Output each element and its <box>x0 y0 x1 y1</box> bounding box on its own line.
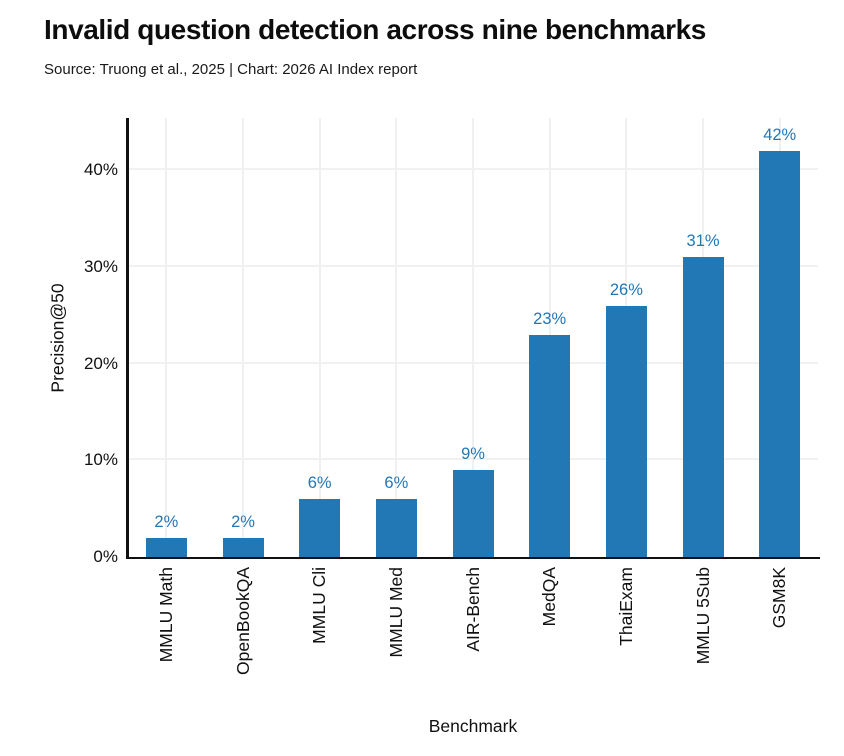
x-tick-label: MMLU Cli <box>309 567 330 644</box>
y-tick-label: 0% <box>93 547 118 566</box>
x-tick-label: OpenBookQA <box>232 567 253 675</box>
x-axis-label: Benchmark <box>428 716 518 736</box>
bar <box>222 537 264 557</box>
gridline-v <box>165 118 168 557</box>
bar-slot: 6% <box>358 118 435 557</box>
x-tick-slot: GSM8K <box>741 567 818 628</box>
gridline-v <box>395 118 398 557</box>
bar-slot: 2% <box>128 118 205 557</box>
bar-value-label: 42% <box>763 125 797 144</box>
gridline-v <box>472 118 474 557</box>
bar <box>529 334 571 557</box>
bar-value-label: 31% <box>686 232 720 251</box>
x-tick-label: MedQA <box>539 567 560 627</box>
chart-title: Invalid question detection across nine b… <box>44 14 706 45</box>
bar <box>682 257 724 557</box>
x-tick-slot: MedQA <box>511 567 588 626</box>
y-axis-line <box>126 118 129 559</box>
x-tick-slot: MMLU Cli <box>281 567 358 644</box>
x-tick-slot: AIR-Bench <box>435 567 512 652</box>
x-tick-labels: MMLU Math OpenBookQA MMLU Cli MMLU Med AIR-B… <box>128 567 818 675</box>
bar-value-label: 9% <box>461 444 485 463</box>
x-tick-label: GSM8K <box>769 567 790 629</box>
y-axis-label: Precision@50 <box>47 282 68 393</box>
x-tick-label: MMLU Med <box>385 567 406 658</box>
bar-value-label: 23% <box>533 309 567 328</box>
bar <box>605 305 647 557</box>
bar <box>759 150 801 557</box>
y-tick-label: 30% <box>83 256 118 276</box>
bar <box>145 537 187 557</box>
bars-layer: 2% 2% 6% 6% 9% 23% 26% 31% 42% <box>128 118 818 557</box>
bar <box>375 498 417 557</box>
bar-value-label: 6% <box>384 473 409 492</box>
x-tick-label: ThaiExam <box>615 567 636 646</box>
bar-slot: 23% <box>511 118 588 557</box>
chart-source: Source: Truong et al., 2025 | Chart: 202… <box>44 61 418 78</box>
x-tick-slot: MMLU Med <box>358 567 435 657</box>
y-tick-label: 10% <box>83 450 118 470</box>
bar-slot: 26% <box>588 118 665 557</box>
x-tick-slot: OpenBookQA <box>205 567 282 675</box>
y-tick-label: 40% <box>83 160 118 180</box>
bar <box>299 498 341 557</box>
plot-area: 0% 10% 20% 30% 40% 2% 2% 6% 6% 9% 23% 26% 31% 42% MM… <box>48 118 820 675</box>
bar-value-label: 2% <box>154 512 179 531</box>
bar <box>452 469 494 557</box>
bar-slot: 9% <box>435 118 512 557</box>
bar-value-label: 26% <box>609 280 643 299</box>
gridline-v <box>318 118 321 557</box>
bar-slot: 2% <box>205 118 282 557</box>
bar-value-label: 6% <box>307 473 332 492</box>
bar-value-label: 2% <box>231 512 255 531</box>
x-tick-slot: ThaiExam <box>588 567 665 646</box>
gridline-v <box>242 118 244 557</box>
x-tick-slot: MMLU 5Sub <box>665 567 742 664</box>
x-axis-line <box>126 556 820 559</box>
x-tick-label: MMLU 5Sub <box>692 567 713 665</box>
bar-slot: 31% <box>665 118 742 557</box>
bar-slot: 6% <box>281 118 358 557</box>
y-tick-label: 20% <box>83 353 118 373</box>
bar-slot: 42% <box>741 118 818 557</box>
x-tick-label: AIR-Bench <box>462 567 483 652</box>
x-tick-label: MMLU Math <box>155 567 176 663</box>
x-tick-slot: MMLU Math <box>128 567 205 662</box>
